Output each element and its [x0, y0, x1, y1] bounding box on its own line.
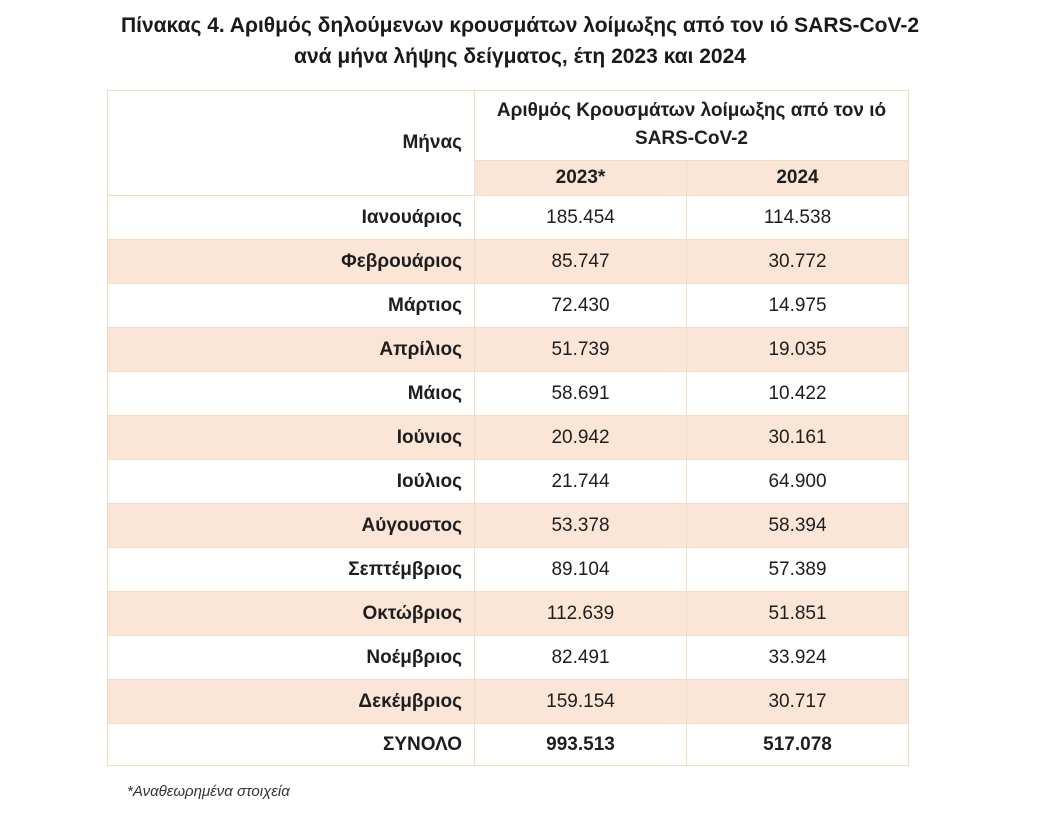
cases-2023-cell: 159.154 — [474, 679, 687, 724]
year-2023-header: 2023* — [474, 159, 687, 197]
month-cell: Δεκέμβριος — [107, 679, 475, 724]
month-cell: Μάρτιος — [107, 283, 475, 328]
cases-2023-cell: 58.691 — [474, 371, 687, 416]
table-row: Απρίλιος 51.739 19.035 — [107, 327, 909, 372]
table-row: Μάρτιος 72.430 14.975 — [107, 283, 909, 328]
cases-table: Μήνας Αριθμός Κρουσμάτων λοίμωξης από το… — [107, 90, 909, 766]
table-row: Οκτώβριος 112.639 51.851 — [107, 591, 909, 636]
total-2024-cell: 517.078 — [686, 723, 909, 766]
cases-2024-cell: 58.394 — [686, 503, 909, 548]
cases-group-header: Αριθμός Κρουσμάτων λοίμωξης από τον ιό S… — [474, 90, 909, 161]
month-cell: Οκτώβριος — [107, 591, 475, 636]
cases-2023-cell: 53.378 — [474, 503, 687, 548]
month-cell: Αύγουστος — [107, 503, 475, 548]
month-cell: Σεπτέμβριος — [107, 547, 475, 592]
table-row: Νοέμβριος 82.491 33.924 — [107, 635, 909, 680]
table-row: Σεπτέμβριος 89.104 57.389 — [107, 547, 909, 592]
cases-2024-cell: 30.161 — [686, 415, 909, 460]
table-row: Ιούνιος 20.942 30.161 — [107, 415, 909, 460]
cases-2024-cell: 10.422 — [686, 371, 909, 416]
cases-2023-cell: 21.744 — [474, 459, 687, 504]
table-row: Δεκέμβριος 159.154 30.717 — [107, 679, 909, 724]
month-cell: Ιανουάριος — [107, 195, 475, 240]
table-row: Φεβρουάριος 85.747 30.772 — [107, 239, 909, 284]
month-cell: Μάιος — [107, 371, 475, 416]
cases-2024-cell: 14.975 — [686, 283, 909, 328]
table-title: Πίνακας 4. Αριθμός δηλούμενων κρουσμάτων… — [0, 10, 1040, 72]
month-column-header: Μήνας — [107, 90, 475, 196]
cases-2024-cell: 64.900 — [686, 459, 909, 504]
total-label: ΣΥΝΟΛΟ — [107, 723, 475, 766]
total-row: ΣΥΝΟΛΟ 993.513 517.078 — [107, 723, 909, 766]
cases-2024-cell: 30.772 — [686, 239, 909, 284]
total-2023-cell: 993.513 — [474, 723, 687, 766]
table-row: Ιανουάριος 185.454 114.538 — [107, 195, 909, 240]
month-cell: Ιούνιος — [107, 415, 475, 460]
table-row: Μάιος 58.691 10.422 — [107, 371, 909, 416]
cases-2024-cell: 19.035 — [686, 327, 909, 372]
year-2024-header: 2024 — [686, 159, 909, 197]
title-line-2: ανά μήνα λήψης δείγματος, έτη 2023 και 2… — [294, 45, 746, 68]
cases-2024-cell: 33.924 — [686, 635, 909, 680]
cases-2023-cell: 72.430 — [474, 283, 687, 328]
cases-2023-cell: 89.104 — [474, 547, 687, 592]
month-cell: Ιούλιος — [107, 459, 475, 504]
cases-2024-cell: 114.538 — [686, 195, 909, 240]
title-line-1: Πίνακας 4. Αριθμός δηλούμενων κρουσμάτων… — [120, 14, 920, 37]
table-row: Ιούλιος 21.744 64.900 — [107, 459, 909, 504]
cases-2023-cell: 20.942 — [474, 415, 687, 460]
footnote: *Αναθεωρημένα στοιχεία — [127, 783, 290, 800]
table-row: Αύγουστος 53.378 58.394 — [107, 503, 909, 548]
month-cell: Απρίλιος — [107, 327, 475, 372]
month-cell: Φεβρουάριος — [107, 239, 475, 284]
cases-2023-cell: 82.491 — [474, 635, 687, 680]
cases-2024-cell: 51.851 — [686, 591, 909, 636]
month-cell: Νοέμβριος — [107, 635, 475, 680]
cases-2024-cell: 30.717 — [686, 679, 909, 724]
cases-2023-cell: 51.739 — [474, 327, 687, 372]
cases-2023-cell: 85.747 — [474, 239, 687, 284]
cases-2024-cell: 57.389 — [686, 547, 909, 592]
cases-2023-cell: 185.454 — [474, 195, 687, 240]
cases-2023-cell: 112.639 — [474, 591, 687, 636]
